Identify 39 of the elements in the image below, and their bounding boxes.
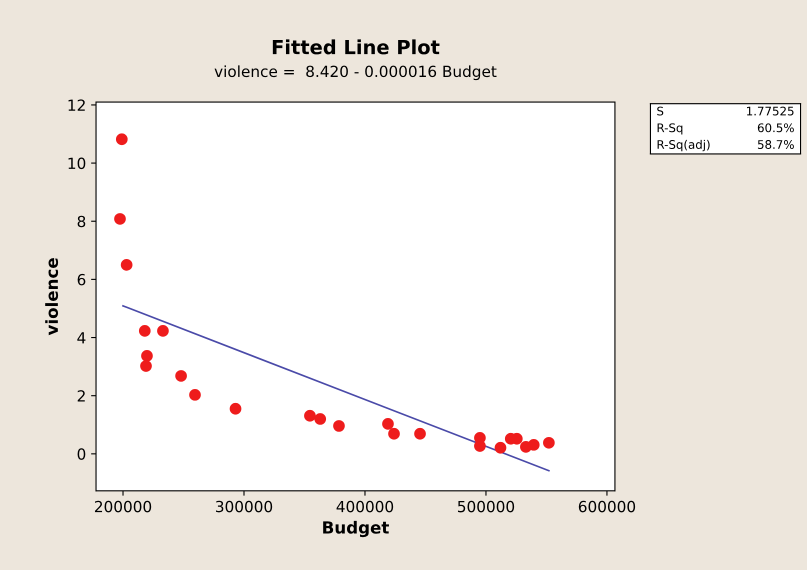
y-axis-title: violence xyxy=(45,258,58,336)
point xyxy=(120,259,132,271)
point xyxy=(474,440,486,452)
point xyxy=(333,420,345,432)
point xyxy=(314,413,326,425)
y-tick-label: 0 xyxy=(78,448,86,460)
text: R-Sq 60.5% xyxy=(658,123,794,135)
x-tick-label: 600000 xyxy=(578,500,636,512)
x-tick-label: 400000 xyxy=(336,500,394,512)
x-tick-label: 300000 xyxy=(216,500,272,512)
point xyxy=(114,213,126,225)
y-tick-label: 2 xyxy=(78,390,85,402)
point xyxy=(138,325,151,337)
point xyxy=(189,388,201,401)
point xyxy=(116,133,128,146)
point xyxy=(543,436,555,449)
point xyxy=(141,350,153,362)
point xyxy=(304,410,316,422)
point xyxy=(494,442,506,454)
y-tick-label: 4 xyxy=(77,332,86,344)
chart-subtitle: violence = 8.420 - 0.000016 Budget xyxy=(214,65,497,80)
point xyxy=(140,360,152,372)
y-tick-label: 8 xyxy=(78,216,86,228)
x-axis-title: Budget xyxy=(323,520,389,538)
point xyxy=(414,428,426,440)
point xyxy=(528,438,540,451)
y-tick-label: 12 xyxy=(68,99,85,111)
point xyxy=(388,428,400,440)
text: R-Sq(adj) 58.7% xyxy=(658,140,794,152)
text: S 1.77525 xyxy=(657,106,794,116)
point xyxy=(230,402,242,415)
chart-title: Fitted Line Plot xyxy=(272,39,440,54)
x-tick-label: 200000 xyxy=(94,500,152,512)
point xyxy=(382,418,394,430)
y-tick-label: 10 xyxy=(68,158,86,170)
point xyxy=(175,370,187,382)
x-tick-label: 500000 xyxy=(458,500,514,512)
y-tick-label: 6 xyxy=(78,274,86,286)
point xyxy=(157,325,169,337)
